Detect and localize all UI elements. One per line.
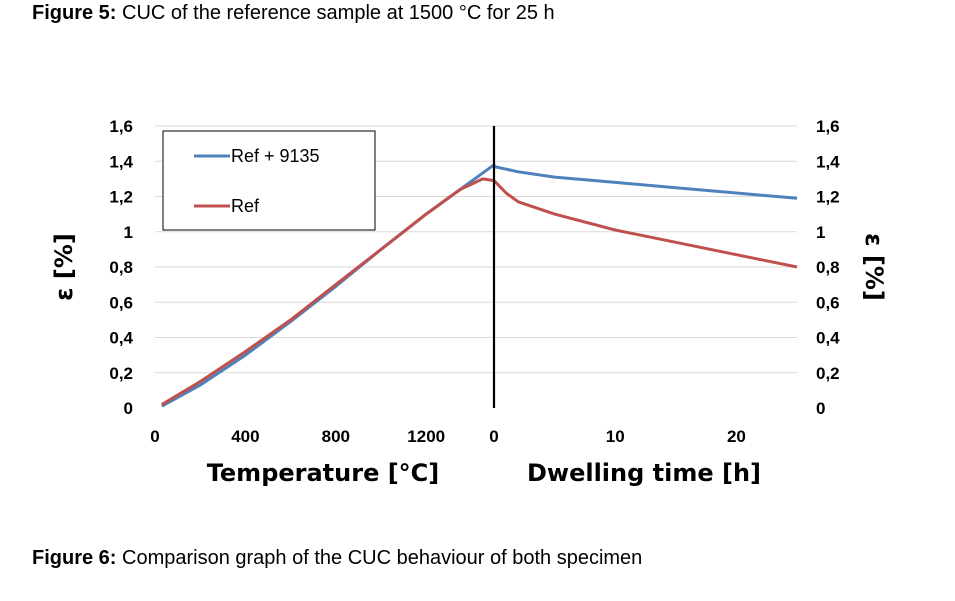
y-tick-label-right: 0,2 xyxy=(816,364,840,383)
y-tick-label-right: 1 xyxy=(816,223,825,242)
y-tick-label-left: 0,8 xyxy=(109,258,133,277)
y-tick-label-right: 0 xyxy=(816,399,825,418)
figure-5-label: Figure 5: xyxy=(32,2,117,24)
figure-5-caption: Figure 5: CUC of the reference sample at… xyxy=(32,2,555,25)
figure-6-label: Figure 6: xyxy=(32,547,117,569)
y-tick-label-right: 0,6 xyxy=(816,293,840,312)
x-axis-title-temperature: Temperature [°C] xyxy=(207,459,440,487)
x-tick-label: 10 xyxy=(606,427,625,446)
series-lines xyxy=(161,163,798,408)
legend-box xyxy=(162,130,376,231)
y-axis-title-right: ε [%] xyxy=(860,233,888,301)
legend-label-ref-9135: Ref + 9135 xyxy=(231,146,320,166)
y-tick-label-left: 0,6 xyxy=(109,293,133,312)
y-tick-label-left: 1,6 xyxy=(109,117,133,136)
figure-5-text: CUC of the reference sample at 1500 °C f… xyxy=(116,2,555,24)
y-tick-label-left: 0,4 xyxy=(109,329,133,348)
y-tick-label-left: 0 xyxy=(124,399,133,418)
x-tick-label: 1200 xyxy=(407,427,445,446)
y-tick-label-right: 1,4 xyxy=(816,152,840,171)
figure-6-caption: Figure 6: Comparison graph of the CUC be… xyxy=(32,547,642,570)
legend-label-ref: Ref xyxy=(231,196,260,216)
y-axis-title-left: ε [%] xyxy=(50,233,78,301)
y-tick-label-left: 0,2 xyxy=(109,364,133,383)
series-line-ref-9135 xyxy=(161,163,798,408)
y-tick-label-left: 1 xyxy=(124,223,133,242)
figure-6-text: Comparison graph of the CUC behaviour of… xyxy=(116,547,643,569)
x-tick-label: 800 xyxy=(322,427,350,446)
y-tick-label-right: 0,8 xyxy=(816,258,840,277)
x-tick-label: 400 xyxy=(231,427,259,446)
x-axis-title-dwelling: Dwelling time [h] xyxy=(527,459,761,487)
y-tick-label-left: 1,2 xyxy=(109,188,133,207)
legend: Ref + 9135 Ref xyxy=(162,130,376,231)
x-tick-label: 0 xyxy=(489,427,498,446)
x-tick-label: 20 xyxy=(727,427,746,446)
y-tick-label-right: 1,2 xyxy=(816,188,840,207)
series-line-ref xyxy=(161,177,798,406)
y-tick-label-right: 1,6 xyxy=(816,117,840,136)
y-tick-label-left: 1,4 xyxy=(109,152,133,171)
y-tick-label-right: 0,4 xyxy=(816,329,840,348)
tick-labels: 0 00,2 0,20,4 0,40,6 0,60,8 0,81 11,2 1,21,4 1,4… xyxy=(109,117,840,446)
x-tick-label: 0 xyxy=(150,427,159,446)
